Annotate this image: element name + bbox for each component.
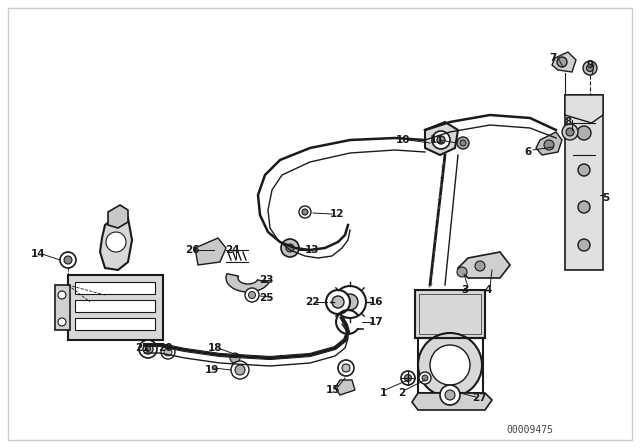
Polygon shape [226, 274, 269, 292]
Text: 13: 13 [305, 245, 319, 255]
Bar [565, 95, 603, 270]
Circle shape [557, 57, 567, 67]
Circle shape [302, 209, 308, 215]
Circle shape [430, 345, 470, 385]
Text: 25: 25 [259, 293, 273, 303]
Circle shape [245, 288, 259, 302]
Circle shape [342, 364, 350, 372]
Polygon shape [195, 238, 226, 265]
Circle shape [401, 371, 415, 385]
Circle shape [583, 61, 597, 75]
Text: 5: 5 [602, 193, 610, 203]
Text: 00009475: 00009475 [506, 425, 554, 435]
Circle shape [437, 136, 445, 144]
Circle shape [578, 201, 590, 213]
Circle shape [419, 372, 431, 384]
Text: 3: 3 [461, 285, 468, 295]
Polygon shape [458, 252, 510, 278]
Bar [419, 294, 481, 334]
Bar [75, 300, 155, 312]
Polygon shape [412, 393, 492, 410]
Bar [415, 290, 485, 338]
Circle shape [139, 340, 157, 358]
Circle shape [299, 206, 311, 218]
Polygon shape [552, 52, 576, 72]
Text: 18: 18 [208, 343, 222, 353]
Polygon shape [100, 215, 132, 270]
Text: 6: 6 [524, 147, 532, 157]
Text: 23: 23 [259, 275, 273, 285]
Text: 21: 21 [135, 343, 149, 353]
Text: 8: 8 [564, 117, 572, 127]
Text: 22: 22 [305, 297, 319, 307]
Text: 7: 7 [549, 53, 557, 63]
Text: 26: 26 [185, 245, 199, 255]
Text: 4: 4 [484, 285, 492, 295]
Bar [75, 318, 155, 330]
Circle shape [332, 296, 344, 308]
Circle shape [143, 344, 153, 354]
Circle shape [231, 361, 249, 379]
Circle shape [460, 140, 466, 146]
Circle shape [578, 239, 590, 251]
Circle shape [422, 375, 428, 381]
Circle shape [562, 124, 578, 140]
Text: 9: 9 [586, 60, 593, 70]
Circle shape [334, 286, 366, 318]
Circle shape [281, 239, 299, 257]
Circle shape [161, 345, 175, 359]
Circle shape [338, 360, 354, 376]
Circle shape [58, 291, 66, 299]
Bar [418, 338, 483, 393]
Circle shape [418, 333, 482, 397]
Circle shape [577, 126, 591, 140]
Text: 1: 1 [380, 388, 387, 398]
Polygon shape [108, 205, 128, 228]
Polygon shape [335, 380, 355, 395]
Text: 14: 14 [31, 249, 45, 259]
Polygon shape [536, 132, 562, 155]
Text: 2: 2 [398, 388, 406, 398]
Circle shape [164, 348, 172, 356]
Circle shape [586, 65, 593, 72]
Circle shape [235, 365, 245, 375]
Circle shape [432, 131, 450, 149]
Circle shape [230, 353, 240, 363]
Circle shape [457, 267, 467, 277]
Circle shape [248, 292, 255, 298]
Circle shape [286, 244, 294, 252]
Text: 17: 17 [369, 317, 383, 327]
Polygon shape [565, 95, 603, 123]
Circle shape [457, 137, 469, 149]
Text: 24: 24 [225, 245, 239, 255]
Circle shape [145, 346, 150, 352]
Text: 11: 11 [429, 135, 444, 145]
Text: 10: 10 [396, 135, 410, 145]
Circle shape [326, 290, 350, 314]
Circle shape [404, 375, 412, 382]
Text: 15: 15 [326, 385, 340, 395]
Text: 12: 12 [330, 209, 344, 219]
Circle shape [58, 318, 66, 326]
Bar [55, 285, 70, 330]
Circle shape [342, 294, 358, 310]
Text: 27: 27 [472, 393, 486, 403]
Circle shape [64, 256, 72, 264]
Circle shape [544, 140, 554, 150]
Bar [75, 282, 155, 294]
Circle shape [60, 252, 76, 268]
Bar [68, 275, 163, 340]
Text: 19: 19 [205, 365, 219, 375]
Circle shape [106, 232, 126, 252]
Circle shape [475, 261, 485, 271]
Circle shape [445, 390, 455, 400]
Polygon shape [425, 122, 458, 155]
Circle shape [578, 164, 590, 176]
Circle shape [440, 385, 460, 405]
Circle shape [566, 128, 574, 136]
Text: 16: 16 [369, 297, 383, 307]
Text: 20: 20 [157, 343, 172, 353]
